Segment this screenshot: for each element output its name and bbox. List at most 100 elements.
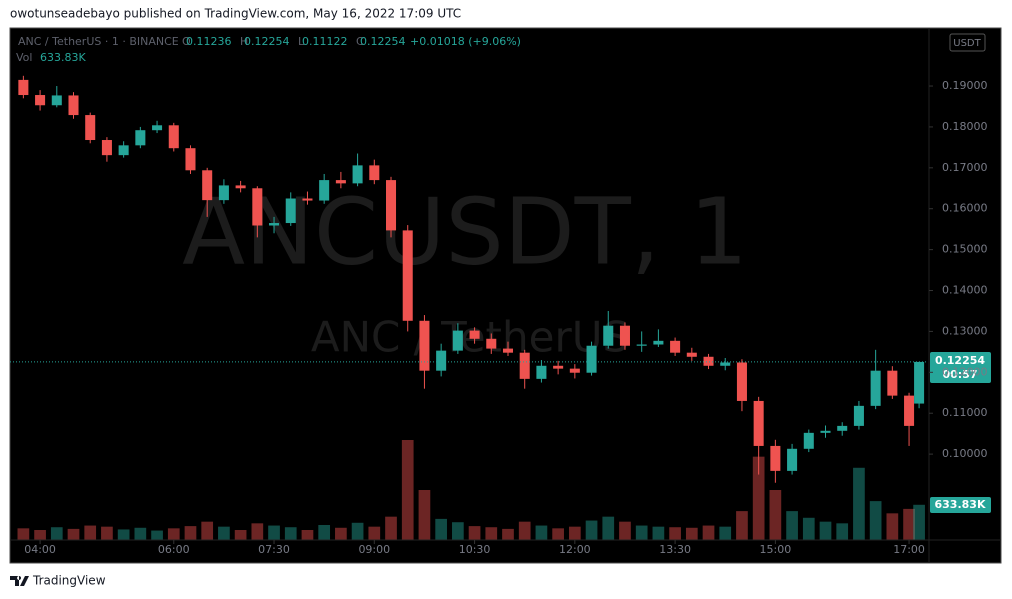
volume-label-box <box>930 497 991 513</box>
volume-bar <box>652 526 665 540</box>
x-tick-label: 13:30 <box>659 543 691 556</box>
volume-bar <box>284 527 297 540</box>
currency[interactable]: USDT <box>953 38 981 49</box>
candle-body <box>670 340 681 353</box>
volume-bar <box>418 490 431 540</box>
volume-bar <box>485 527 498 540</box>
candle-body <box>152 125 163 131</box>
candle-body <box>703 356 714 366</box>
ohlc-value: 0.12254 <box>244 35 290 48</box>
volume-bar <box>853 467 865 540</box>
candle-body <box>252 188 263 226</box>
volume-bar <box>869 501 882 540</box>
candle-body <box>352 165 363 184</box>
candle-body <box>118 145 129 156</box>
y-tick-label: 0.12000 <box>942 365 988 378</box>
volume-bar <box>17 528 30 540</box>
y-tick-label: 0.19000 <box>942 79 988 92</box>
ohlc-change: +0.01018 (+9.06%) <box>410 35 521 48</box>
volume-bar <box>786 511 798 540</box>
candle-body <box>469 330 480 339</box>
ohlc-legend: O0.11236 H0.12254 L0.11122 C0.12254 +0.01018… <box>182 35 521 48</box>
price-label-box <box>930 352 991 383</box>
candle-body <box>419 320 430 371</box>
volume-bar <box>719 526 732 540</box>
x-tick-label: 04:00 <box>24 543 56 556</box>
candle-body <box>686 352 697 357</box>
candle-body <box>502 348 514 353</box>
volume-bar <box>552 528 564 540</box>
candle-body <box>168 125 179 149</box>
volume-bar <box>836 523 849 540</box>
volume-bar <box>669 527 681 540</box>
candle-body <box>269 223 280 226</box>
byline: owotunseadebayo published on TradingView… <box>10 7 461 21</box>
last-price: 0.12254 <box>935 354 985 367</box>
candle-body <box>904 395 915 426</box>
volume-bar <box>401 440 414 540</box>
volume-bar <box>685 527 698 540</box>
candle-body <box>569 368 580 373</box>
volume-bar <box>351 522 364 540</box>
volume-bar <box>736 511 748 540</box>
volume-bar <box>184 526 197 540</box>
candle-body <box>787 448 798 471</box>
volume-bar <box>151 530 163 540</box>
volume-bar <box>268 525 280 540</box>
candle-body <box>235 185 246 189</box>
candle-body <box>68 95 79 116</box>
volume-bar <box>84 525 97 540</box>
y-tick-label: 0.13000 <box>942 324 988 337</box>
volume-bar <box>218 526 230 540</box>
candle-body <box>101 140 112 156</box>
candle-body <box>619 325 630 346</box>
volume-bar <box>101 526 113 540</box>
candle-body <box>486 338 497 349</box>
candle-body <box>18 79 29 96</box>
candle-body <box>202 170 213 201</box>
candle-body <box>319 180 330 201</box>
volume-bar <box>201 521 214 540</box>
candle-body <box>720 362 731 366</box>
candle-body <box>218 185 229 201</box>
candle-body <box>386 180 397 231</box>
currency-box[interactable] <box>949 33 986 52</box>
y-tick-label: 0.18000 <box>942 120 988 133</box>
plot <box>10 75 928 540</box>
volume-bar <box>635 525 648 540</box>
candle-body <box>653 340 664 345</box>
candle-body <box>914 361 925 404</box>
volume-bar <box>602 516 615 540</box>
volume-bar <box>251 523 264 540</box>
candle-body <box>887 370 898 396</box>
x-tick-label: 07:30 <box>258 543 290 556</box>
candle-body <box>185 148 196 171</box>
volume-bar <box>769 490 782 540</box>
volume-bar <box>50 527 63 540</box>
ohlc-key: L <box>298 35 305 48</box>
watermark-symbol: ANCUSDT, 1 <box>182 178 748 285</box>
volume-bar <box>903 508 915 540</box>
volume-bar <box>385 516 397 540</box>
volume-bar <box>67 528 80 540</box>
volume-bar <box>34 530 46 540</box>
ohlc-key: H <box>240 35 248 48</box>
ohlc-value: 0.11122 <box>302 35 348 48</box>
candle-body <box>402 230 413 321</box>
countdown: 00:57 <box>942 368 977 381</box>
volume-bar <box>117 529 130 540</box>
candle-body <box>536 365 547 379</box>
volume-bar <box>368 526 381 540</box>
y-tick-label: 0.10000 <box>942 447 988 460</box>
candle-body <box>837 425 848 431</box>
volume-bar <box>468 526 481 540</box>
candle-body <box>302 198 313 201</box>
chart-panel <box>9 27 1002 564</box>
candle-body <box>586 345 597 373</box>
candle-body <box>553 365 564 369</box>
volume-bar <box>234 530 247 540</box>
volume-bar <box>535 525 548 540</box>
volume-bar <box>585 520 598 540</box>
volume-name: Vol <box>16 51 32 64</box>
